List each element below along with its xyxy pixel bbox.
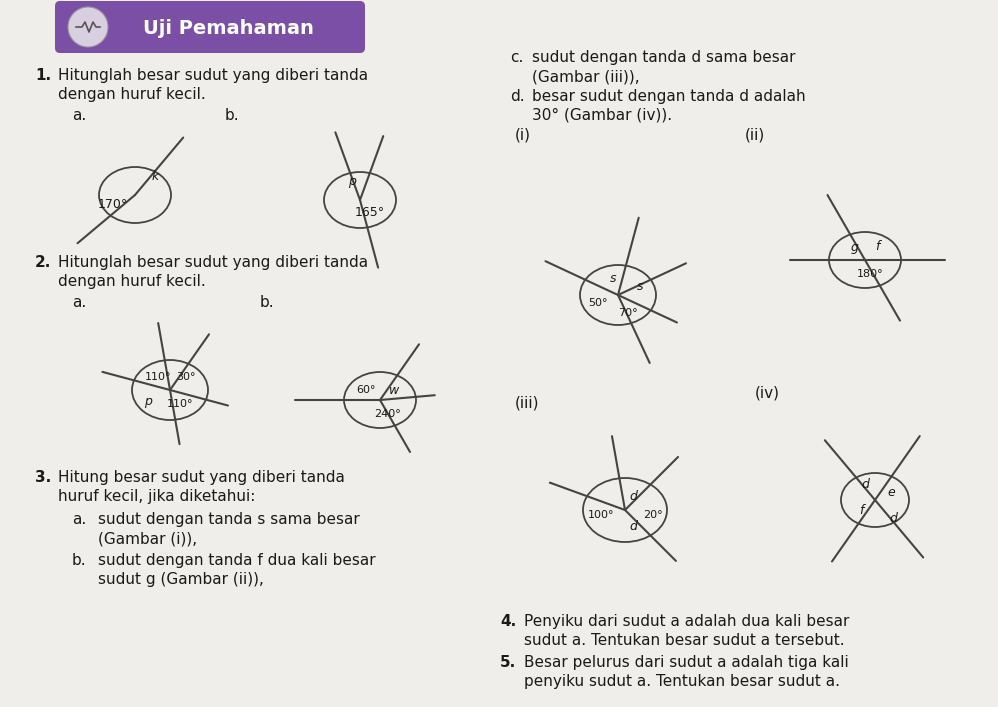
Text: sudut g (Gambar (ii)),: sudut g (Gambar (ii)), xyxy=(98,572,263,587)
Text: a.: a. xyxy=(72,108,86,123)
Text: 180°: 180° xyxy=(856,269,883,279)
Text: f: f xyxy=(875,240,879,254)
Text: p: p xyxy=(144,395,152,409)
Text: 4.: 4. xyxy=(500,614,516,629)
Text: 1.: 1. xyxy=(35,68,51,83)
Text: 30° (Gambar (iv)).: 30° (Gambar (iv)). xyxy=(532,108,672,123)
Text: c.: c. xyxy=(510,50,523,65)
Text: 2.: 2. xyxy=(35,255,51,270)
Text: (Gambar (i)),: (Gambar (i)), xyxy=(98,531,198,546)
Text: (ii): (ii) xyxy=(745,128,765,143)
Text: sudut dengan tanda d sama besar: sudut dengan tanda d sama besar xyxy=(532,50,795,65)
Text: s: s xyxy=(610,272,616,286)
Text: Hitunglah besar sudut yang diberi tanda: Hitunglah besar sudut yang diberi tanda xyxy=(58,68,368,83)
Text: b.: b. xyxy=(260,295,274,310)
Text: b.: b. xyxy=(225,108,240,123)
Text: Hitung besar sudut yang diberi tanda: Hitung besar sudut yang diberi tanda xyxy=(58,470,345,485)
Text: (iv): (iv) xyxy=(755,385,780,400)
Text: 3.: 3. xyxy=(35,470,51,485)
Text: s: s xyxy=(637,281,644,293)
Text: 100°: 100° xyxy=(588,510,614,520)
FancyBboxPatch shape xyxy=(55,1,365,53)
Text: 70°: 70° xyxy=(618,308,638,318)
Text: 110°: 110° xyxy=(145,372,172,382)
Text: sudut dengan tanda f dua kali besar: sudut dengan tanda f dua kali besar xyxy=(98,553,375,568)
Text: Penyiku dari sudut a adalah dua kali besar: Penyiku dari sudut a adalah dua kali bes… xyxy=(524,614,849,629)
Text: k: k xyxy=(152,170,159,184)
Text: d: d xyxy=(629,489,637,503)
Text: 240°: 240° xyxy=(374,409,401,419)
Text: 5.: 5. xyxy=(500,655,516,670)
Text: Hitunglah besar sudut yang diberi tanda: Hitunglah besar sudut yang diberi tanda xyxy=(58,255,368,270)
Text: sudut a. Tentukan besar sudut a tersebut.: sudut a. Tentukan besar sudut a tersebut… xyxy=(524,633,844,648)
Text: e: e xyxy=(887,486,895,498)
Text: f: f xyxy=(859,503,863,517)
Text: d.: d. xyxy=(510,89,525,104)
Text: dengan huruf kecil.: dengan huruf kecil. xyxy=(58,274,206,289)
Text: w: w xyxy=(389,383,399,397)
Text: b.: b. xyxy=(72,553,87,568)
Text: a.: a. xyxy=(72,512,86,527)
Text: huruf kecil, jika diketahui:: huruf kecil, jika diketahui: xyxy=(58,489,255,504)
Text: dengan huruf kecil.: dengan huruf kecil. xyxy=(58,87,206,102)
Text: 60°: 60° xyxy=(356,385,376,395)
Text: d: d xyxy=(861,477,869,491)
Text: g: g xyxy=(851,240,859,254)
Text: 165°: 165° xyxy=(355,206,385,218)
Text: d: d xyxy=(629,520,637,534)
Text: 20°: 20° xyxy=(643,510,663,520)
Text: d: d xyxy=(889,511,897,525)
Text: sudut dengan tanda s sama besar: sudut dengan tanda s sama besar xyxy=(98,512,359,527)
Circle shape xyxy=(68,7,108,47)
Text: p: p xyxy=(348,175,356,189)
Text: a.: a. xyxy=(72,295,86,310)
Text: (Gambar (iii)),: (Gambar (iii)), xyxy=(532,69,640,84)
Text: 170°: 170° xyxy=(98,199,128,211)
Text: 110°: 110° xyxy=(167,399,194,409)
Text: (i): (i) xyxy=(515,128,531,143)
Text: (iii): (iii) xyxy=(515,395,540,410)
Text: penyiku sudut a. Tentukan besar sudut a.: penyiku sudut a. Tentukan besar sudut a. xyxy=(524,674,840,689)
Text: 50°: 50° xyxy=(588,298,608,308)
Text: 30°: 30° xyxy=(177,372,196,382)
Text: Uji Pemahaman: Uji Pemahaman xyxy=(143,18,313,37)
Text: Besar pelurus dari sudut a adalah tiga kali: Besar pelurus dari sudut a adalah tiga k… xyxy=(524,655,848,670)
Text: besar sudut dengan tanda d adalah: besar sudut dengan tanda d adalah xyxy=(532,89,805,104)
